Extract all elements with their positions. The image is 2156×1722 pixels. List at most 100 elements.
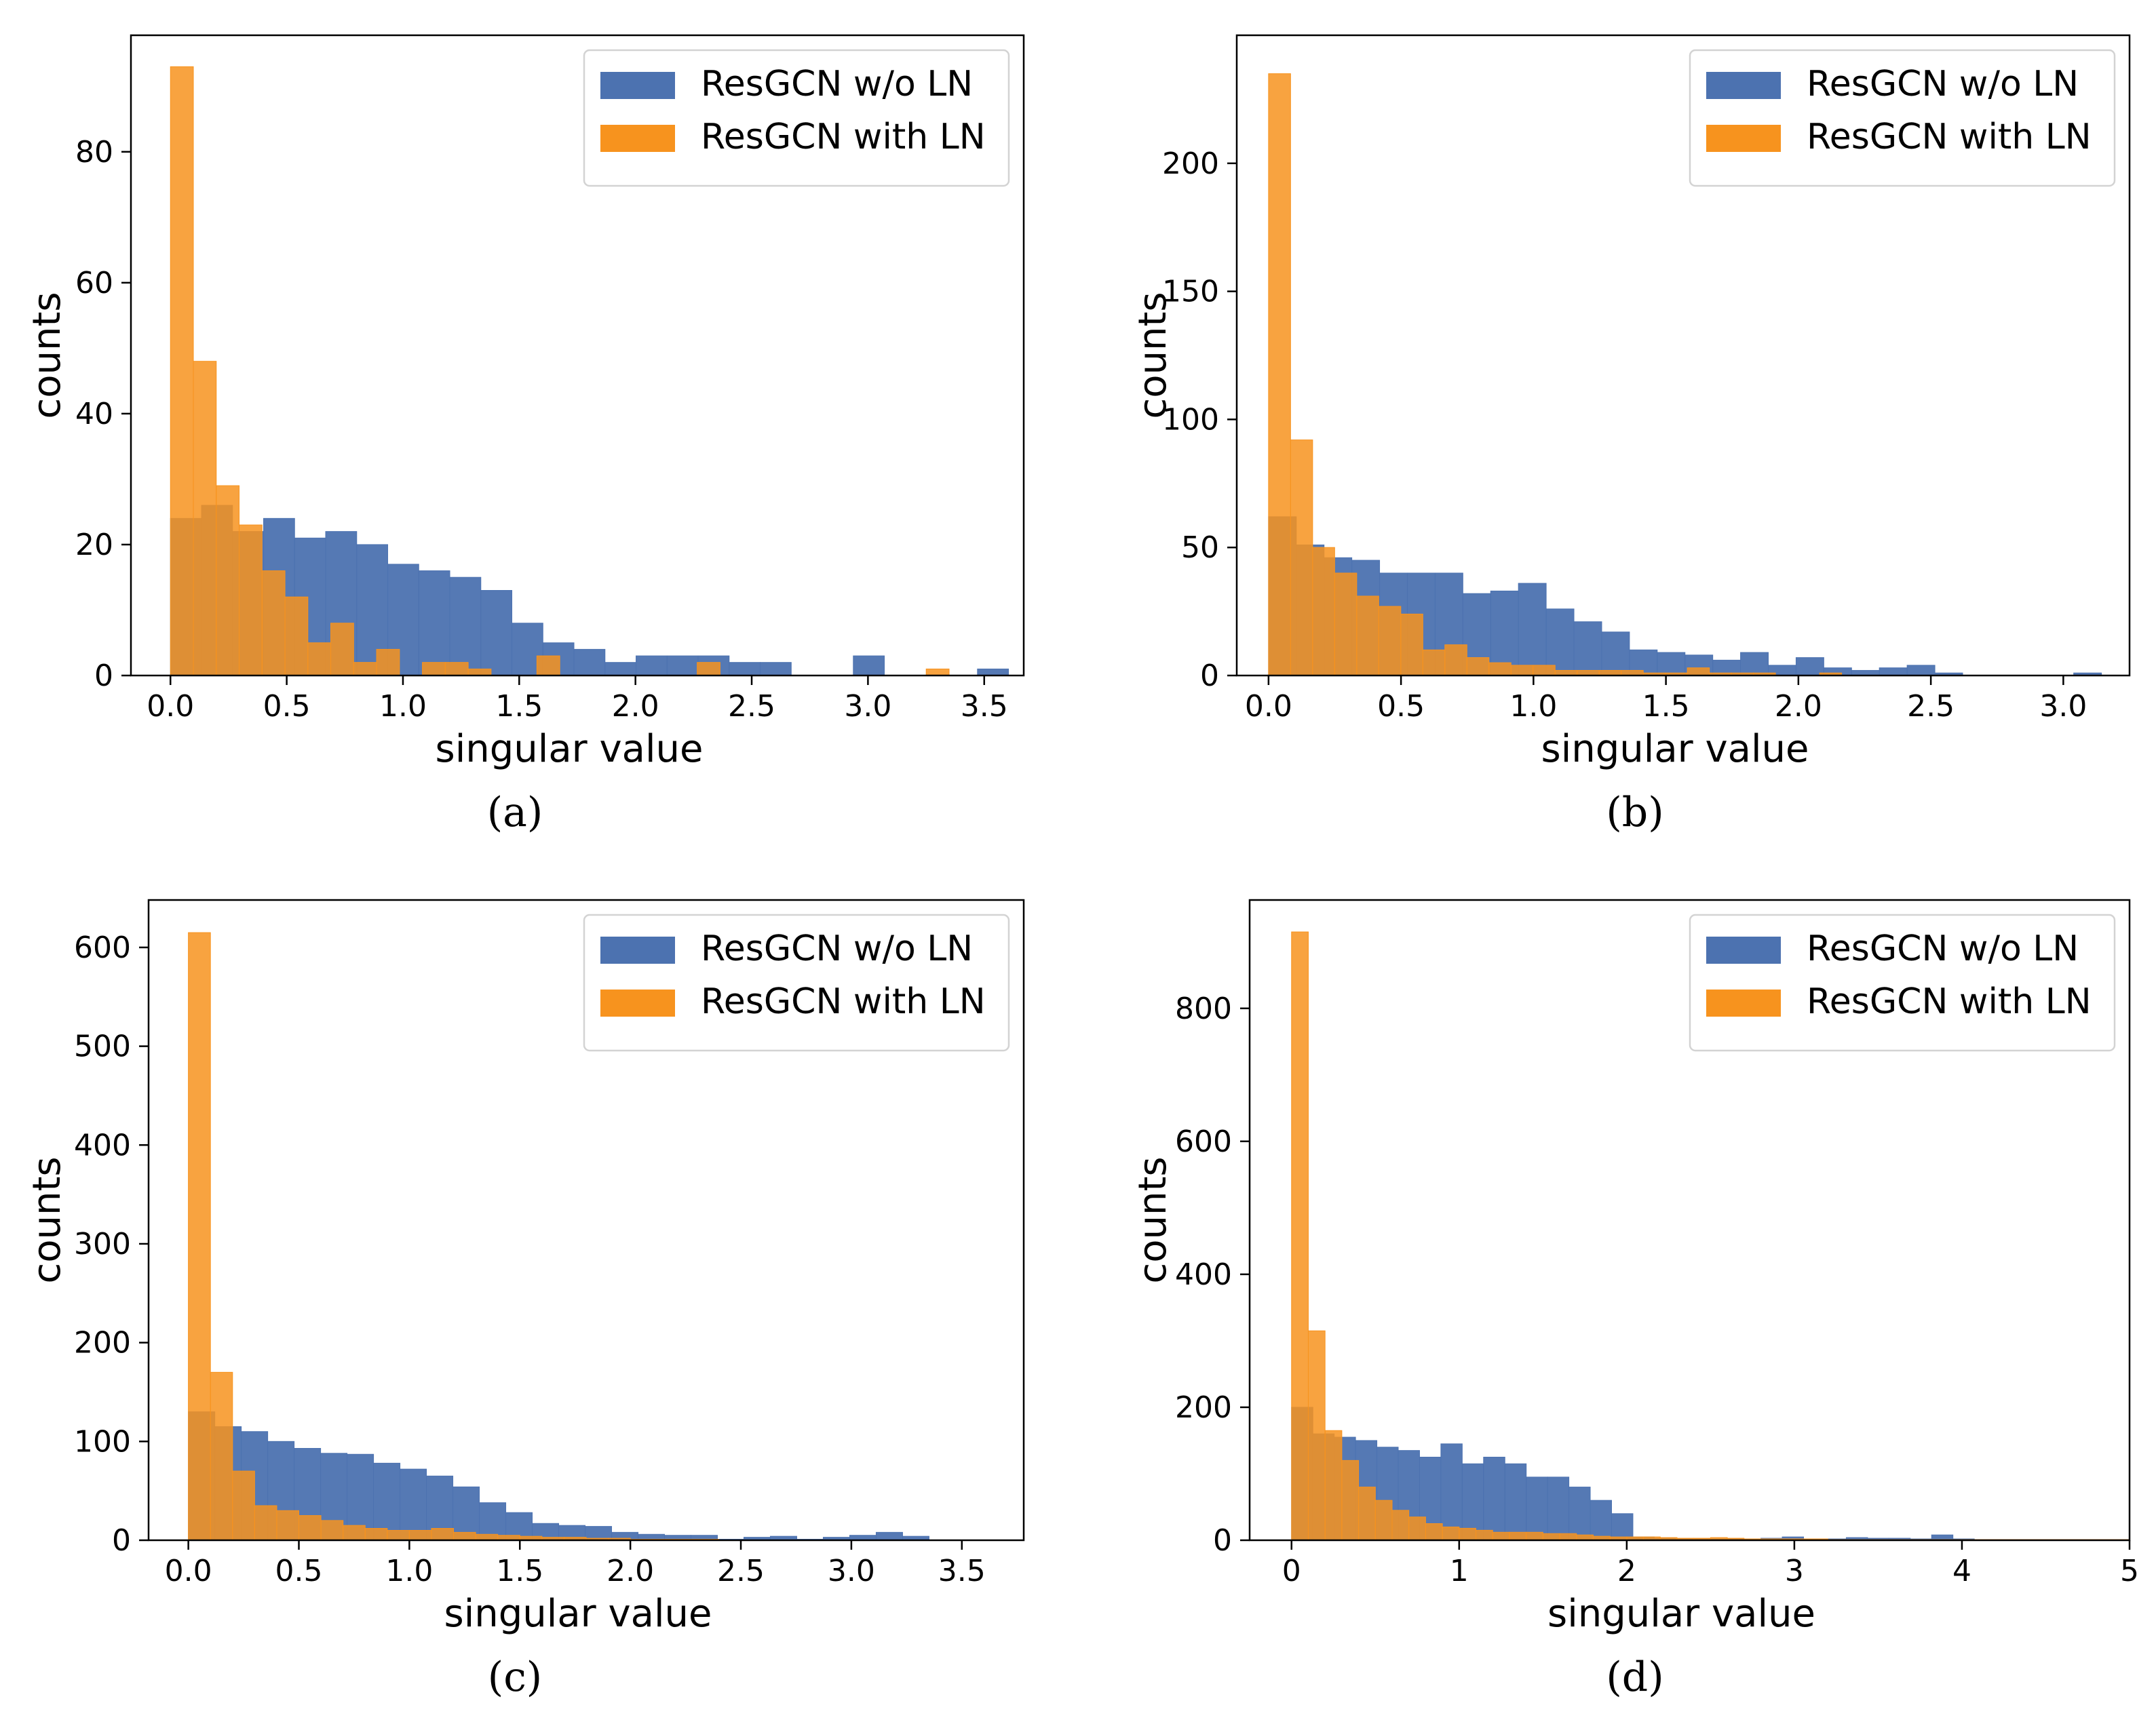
histogram-bar <box>1526 1476 1548 1541</box>
x-tick-label: 0.5 <box>263 689 311 724</box>
x-tick-label: 2.5 <box>728 689 775 724</box>
chart-panel-c: 0.0 0.5 1.0 1.5 2.0 2.5 3.0 3.5 0 100 200 300 400 500… <box>25 899 1025 1701</box>
y-tick-label: 150 <box>1162 275 1219 309</box>
histogram-bar <box>299 1515 322 1541</box>
histogram-bar <box>1533 665 1556 676</box>
plot-frame <box>1248 899 2131 1542</box>
histogram-bar <box>1795 657 1824 676</box>
legend-swatch-with-ln <box>600 990 675 1017</box>
histogram-bar <box>1526 1531 1543 1541</box>
histogram-bar <box>1518 583 1547 676</box>
x-tick-label: 3 <box>1785 1554 1804 1588</box>
histogram-bar <box>418 570 450 676</box>
histogram-bar <box>1590 1500 1612 1541</box>
histogram-bar <box>977 668 1009 676</box>
plot-frame <box>147 899 1025 1542</box>
histogram-bar <box>449 576 482 676</box>
histogram-bar <box>422 662 446 676</box>
legend-swatch-with-ln <box>1706 125 1781 152</box>
legend-label: ResGCN with LN <box>701 981 986 1022</box>
x-axis-label: singular value <box>444 1592 712 1636</box>
x-tick-label: 3.5 <box>961 689 1008 724</box>
histogram-bar <box>1358 1487 1376 1541</box>
y-tick-label: 0 <box>94 659 113 693</box>
plot-frame <box>1235 34 2131 677</box>
histogram-bar <box>232 1470 255 1541</box>
y-tick-label: 300 <box>74 1227 131 1261</box>
x-tick-label: 3.0 <box>828 1554 875 1588</box>
histogram-bar <box>1573 621 1602 676</box>
histogram-bar <box>239 524 263 676</box>
histogram-bar <box>1391 1510 1410 1541</box>
histogram-bar <box>353 662 377 676</box>
legend-swatch-without-ln <box>1706 937 1781 964</box>
y-tick-label: 800 <box>1175 992 1232 1026</box>
y-tick-label: 600 <box>74 931 131 965</box>
histogram-bar <box>666 655 699 676</box>
histogram-bar <box>1378 606 1402 676</box>
histogram-bar <box>1341 1460 1360 1541</box>
y-tick-label: 0 <box>1213 1523 1232 1558</box>
histogram-bar <box>1312 547 1335 676</box>
histogram-bar <box>636 655 668 676</box>
y-tick-label: 100 <box>1162 402 1219 437</box>
histogram-bar <box>376 648 400 676</box>
histogram-bar <box>604 662 637 676</box>
x-tick-label: 1.5 <box>495 689 543 724</box>
histogram-bar <box>170 66 194 676</box>
x-tick-label: 0.5 <box>275 1554 323 1588</box>
histogram-bar <box>1547 1476 1570 1541</box>
histogram-bar <box>1425 1523 1443 1541</box>
y-tick-label: 200 <box>1175 1390 1232 1425</box>
histogram-bar <box>320 1520 344 1541</box>
x-tick-label: 0.0 <box>165 1554 212 1588</box>
histogram-bar <box>1879 667 1908 676</box>
panel-caption: (d) <box>1606 1653 1663 1701</box>
y-tick-label: 50 <box>1181 530 1219 565</box>
histogram-bar <box>1559 1533 1577 1541</box>
histogram-bar <box>188 932 211 1541</box>
x-tick-label: 3.5 <box>938 1554 986 1588</box>
histogram-bar <box>1509 1531 1527 1541</box>
legend-swatch-with-ln <box>600 125 675 152</box>
legend: ResGCN w/o LN ResGCN with LN <box>1689 914 2116 1052</box>
histogram-bar <box>431 1528 455 1541</box>
y-tick-label: 0 <box>112 1523 131 1558</box>
legend-label: ResGCN w/o LN <box>1807 64 2079 104</box>
y-tick-label: 20 <box>75 528 113 562</box>
series-with-ln <box>170 66 950 676</box>
y-tick-label: 500 <box>74 1030 131 1064</box>
histogram-bar <box>400 1468 427 1541</box>
histogram-bar <box>573 648 606 676</box>
y-tick-label: 40 <box>75 397 113 431</box>
histogram-bar <box>307 642 332 676</box>
histogram-bar <box>1400 613 1423 676</box>
histogram-bar <box>216 485 240 676</box>
histogram-bar <box>276 1510 300 1541</box>
x-tick-label: 0.5 <box>1377 689 1425 724</box>
x-tick-label: 2.0 <box>1775 689 1822 724</box>
histogram-bar <box>1290 439 1313 676</box>
legend-box <box>583 914 1010 1052</box>
x-tick-label: 0.0 <box>1245 689 1292 724</box>
histogram-bar <box>853 655 885 676</box>
x-tick-label: 0 <box>1282 1554 1301 1588</box>
histogram-bar <box>453 1486 480 1541</box>
y-tick-label: 80 <box>75 135 113 170</box>
histogram-bar <box>1601 631 1630 676</box>
y-tick-label: 400 <box>1175 1257 1232 1292</box>
histogram-bar <box>1687 667 1710 676</box>
y-tick-label: 200 <box>1162 146 1219 181</box>
histogram-bar <box>1442 1526 1460 1541</box>
y-tick-label: 100 <box>74 1424 131 1459</box>
histogram-bar <box>536 655 560 676</box>
histogram-bar <box>343 1525 366 1541</box>
y-axis-label: counts <box>1131 292 1175 418</box>
y-tick-label: 0 <box>1200 659 1219 693</box>
x-tick-label: 1.0 <box>379 689 427 724</box>
y-axis-label: counts <box>25 1156 69 1283</box>
histogram-bar <box>1492 1531 1510 1541</box>
legend-box <box>1689 914 2116 1052</box>
y-axis-label: counts <box>1131 1156 1175 1283</box>
